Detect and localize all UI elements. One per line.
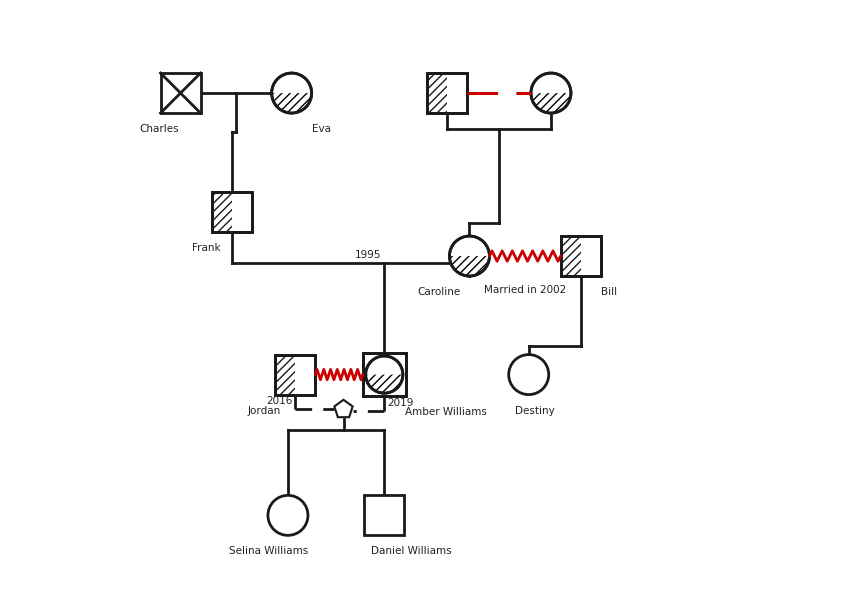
Bar xyxy=(212,192,232,231)
Bar xyxy=(161,73,201,113)
Text: Selina Williams: Selina Williams xyxy=(229,546,308,557)
Bar xyxy=(428,73,468,113)
Text: 2016: 2016 xyxy=(266,397,292,406)
Text: Caroline: Caroline xyxy=(417,287,461,297)
Bar xyxy=(560,236,581,276)
Bar xyxy=(275,355,295,395)
Circle shape xyxy=(366,356,403,393)
Bar xyxy=(212,192,252,231)
Text: Eva: Eva xyxy=(313,124,332,134)
Text: Married in 2002: Married in 2002 xyxy=(484,285,566,295)
Bar xyxy=(275,355,315,395)
Circle shape xyxy=(272,73,312,113)
Text: Frank: Frank xyxy=(191,243,220,252)
Circle shape xyxy=(531,73,571,113)
Bar xyxy=(275,355,315,395)
Circle shape xyxy=(268,495,308,535)
Bar xyxy=(363,353,405,396)
Bar xyxy=(560,236,601,276)
Text: Jordan: Jordan xyxy=(247,406,280,416)
Bar xyxy=(428,73,468,113)
Text: Daniel Williams: Daniel Williams xyxy=(371,546,451,557)
Text: Destiny: Destiny xyxy=(515,406,555,416)
Bar xyxy=(363,353,405,396)
Circle shape xyxy=(508,355,549,395)
Text: 2019: 2019 xyxy=(388,398,414,408)
Bar xyxy=(428,73,447,113)
Text: Bill: Bill xyxy=(601,287,617,297)
Polygon shape xyxy=(334,400,353,417)
Text: Amber Williams: Amber Williams xyxy=(405,407,487,417)
Text: 1995: 1995 xyxy=(354,251,382,260)
Circle shape xyxy=(450,236,490,276)
Bar xyxy=(365,495,405,535)
Bar xyxy=(560,236,601,276)
Bar xyxy=(212,192,252,231)
Text: Charles: Charles xyxy=(139,124,179,134)
